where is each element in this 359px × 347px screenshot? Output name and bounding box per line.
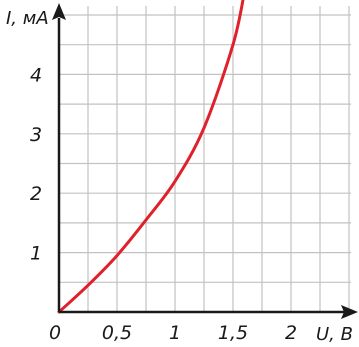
- y-tick-label: 4: [30, 64, 42, 86]
- tick-labels: 0 0,5 1 1,5 2 1 2 3 4: [30, 64, 297, 344]
- x-axis-arrow: [341, 305, 358, 319]
- x-tick-label: 2: [285, 322, 297, 344]
- x-tick-label: 0,5: [102, 322, 132, 344]
- x-tick-label: 1: [169, 322, 181, 344]
- grid-lines: [59, 6, 351, 312]
- y-tick-label: 2: [30, 183, 42, 205]
- series-line: [57, 0, 245, 314]
- y-tick-label: 1: [30, 243, 42, 265]
- axes: [52, 3, 358, 319]
- x-tick-label: 1,5: [218, 322, 248, 344]
- x-tick-label: 0: [49, 322, 61, 344]
- x-axis-label: U, В: [316, 324, 353, 345]
- y-tick-label: 3: [30, 124, 42, 146]
- y-axis-arrow: [52, 3, 66, 20]
- y-axis-label: I, мА: [6, 8, 49, 29]
